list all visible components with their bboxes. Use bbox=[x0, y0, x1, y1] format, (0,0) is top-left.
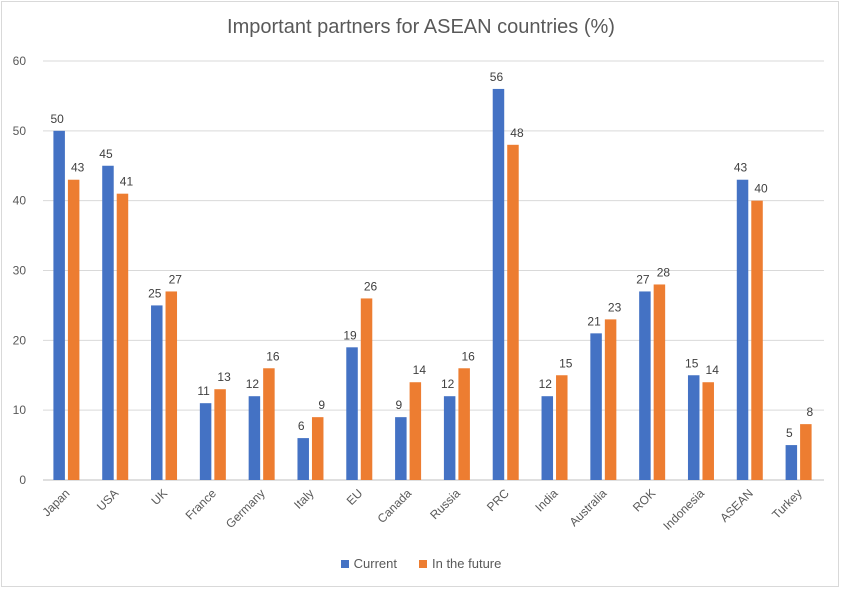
bar-in-the-future bbox=[263, 368, 275, 480]
bar-current bbox=[395, 417, 407, 480]
data-label: 11 bbox=[197, 384, 210, 398]
chart-title: Important partners for ASEAN countries (… bbox=[227, 16, 615, 38]
data-label: 14 bbox=[706, 363, 720, 377]
data-label: 43 bbox=[734, 161, 748, 175]
x-tick-label: Indonesia bbox=[660, 486, 707, 533]
data-label: 14 bbox=[413, 363, 427, 377]
y-tick-label: 0 bbox=[19, 473, 26, 487]
bar-current bbox=[736, 179, 749, 480]
x-tick-label: UK bbox=[148, 486, 170, 508]
bar-current bbox=[541, 396, 554, 480]
chart-legend: Current In the future bbox=[0, 556, 842, 571]
data-label: 26 bbox=[364, 279, 378, 293]
bar-in-the-future bbox=[604, 319, 617, 480]
data-label: 21 bbox=[587, 314, 601, 328]
data-label: 19 bbox=[343, 328, 357, 342]
bar-current bbox=[297, 438, 309, 480]
bar-in-the-future bbox=[507, 144, 519, 481]
bar-current bbox=[443, 396, 456, 480]
legend-item-current: Current bbox=[340, 556, 397, 571]
data-label: 12 bbox=[246, 377, 260, 391]
y-tick-label: 60 bbox=[13, 54, 27, 68]
bar-current bbox=[590, 333, 602, 480]
data-label: 56 bbox=[490, 70, 504, 84]
bar-current bbox=[151, 305, 163, 480]
bar-in-the-future bbox=[702, 382, 714, 480]
legend-label-current: Current bbox=[353, 556, 397, 571]
data-label: 15 bbox=[559, 356, 573, 370]
bar-in-the-future bbox=[409, 382, 422, 480]
x-tick-label: PRC bbox=[484, 486, 512, 514]
data-label: 9 bbox=[318, 398, 325, 412]
bar-in-the-future bbox=[800, 424, 812, 480]
data-label: 40 bbox=[754, 182, 768, 196]
data-label: 13 bbox=[217, 370, 231, 384]
data-label: 12 bbox=[539, 377, 553, 391]
data-label: 16 bbox=[461, 349, 475, 363]
legend-swatch-in-the-future bbox=[418, 559, 427, 568]
legend-swatch-current bbox=[340, 559, 349, 568]
x-tick-label: Australia bbox=[567, 486, 610, 529]
bar-in-the-future bbox=[116, 193, 129, 480]
x-tick-label: Canada bbox=[375, 486, 415, 526]
data-label: 27 bbox=[636, 272, 650, 286]
bar-in-the-future bbox=[556, 375, 568, 480]
bar-current bbox=[639, 291, 651, 480]
x-tick-label: USA bbox=[94, 486, 121, 513]
data-label: 50 bbox=[50, 112, 64, 126]
bar-in-the-future bbox=[165, 291, 178, 480]
bar-current bbox=[102, 165, 114, 480]
data-label: 16 bbox=[266, 349, 280, 363]
bar-current bbox=[492, 88, 505, 480]
y-tick-label: 30 bbox=[13, 264, 27, 278]
y-tick-label: 10 bbox=[13, 403, 27, 417]
data-label: 28 bbox=[657, 265, 671, 279]
y-tick-label: 40 bbox=[13, 194, 27, 208]
bar-current bbox=[346, 347, 358, 480]
bar-current bbox=[199, 403, 212, 480]
data-label: 15 bbox=[685, 356, 699, 370]
y-tick-label: 50 bbox=[13, 124, 27, 138]
data-label: 27 bbox=[169, 272, 183, 286]
x-tick-label: Russia bbox=[427, 486, 463, 522]
data-label: 43 bbox=[71, 161, 85, 175]
data-label: 8 bbox=[807, 405, 814, 419]
data-label: 25 bbox=[148, 286, 162, 300]
x-tick-label: Japan bbox=[40, 486, 73, 519]
bar-current bbox=[248, 396, 261, 480]
x-tick-label: France bbox=[183, 486, 220, 523]
x-tick-label: ASEAN bbox=[717, 486, 756, 525]
data-label: 9 bbox=[396, 398, 403, 412]
bar-current bbox=[785, 445, 798, 480]
bar-in-the-future bbox=[458, 368, 470, 480]
bar-in-the-future bbox=[751, 200, 763, 480]
x-tick-label: EU bbox=[344, 486, 366, 508]
bar-in-the-future bbox=[653, 284, 666, 480]
legend-item-in-the-future: In the future bbox=[418, 556, 502, 571]
bar-in-the-future bbox=[67, 179, 80, 480]
data-label: 6 bbox=[298, 419, 305, 433]
x-tick-label: ROK bbox=[630, 486, 658, 514]
legend-label-in-the-future: In the future bbox=[431, 556, 502, 571]
data-label: 41 bbox=[120, 175, 134, 189]
data-label: 48 bbox=[510, 126, 524, 140]
data-label: 45 bbox=[99, 147, 113, 161]
y-tick-label: 20 bbox=[13, 333, 27, 347]
bar-in-the-future bbox=[311, 417, 324, 480]
x-tick-label: India bbox=[532, 486, 561, 515]
x-tick-label: Turkey bbox=[769, 486, 805, 522]
bar-current bbox=[53, 130, 65, 481]
x-tick-label: Italy bbox=[291, 486, 316, 511]
bar-in-the-future bbox=[360, 298, 373, 480]
data-label: 5 bbox=[786, 426, 793, 440]
data-label: 23 bbox=[608, 300, 622, 314]
bar-current bbox=[687, 375, 700, 480]
bar-in-the-future bbox=[214, 389, 226, 480]
x-tick-label: Germany bbox=[223, 486, 268, 531]
data-label: 12 bbox=[441, 377, 455, 391]
